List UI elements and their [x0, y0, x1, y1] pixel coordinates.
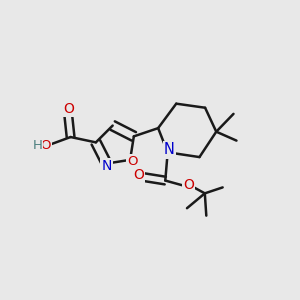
Text: N: N — [164, 142, 175, 158]
Text: O: O — [63, 102, 74, 116]
Text: O: O — [40, 139, 51, 152]
Text: O: O — [127, 155, 137, 168]
Text: O: O — [133, 168, 144, 182]
Text: O: O — [183, 178, 194, 192]
Text: N: N — [101, 159, 112, 172]
Text: H: H — [32, 139, 42, 152]
